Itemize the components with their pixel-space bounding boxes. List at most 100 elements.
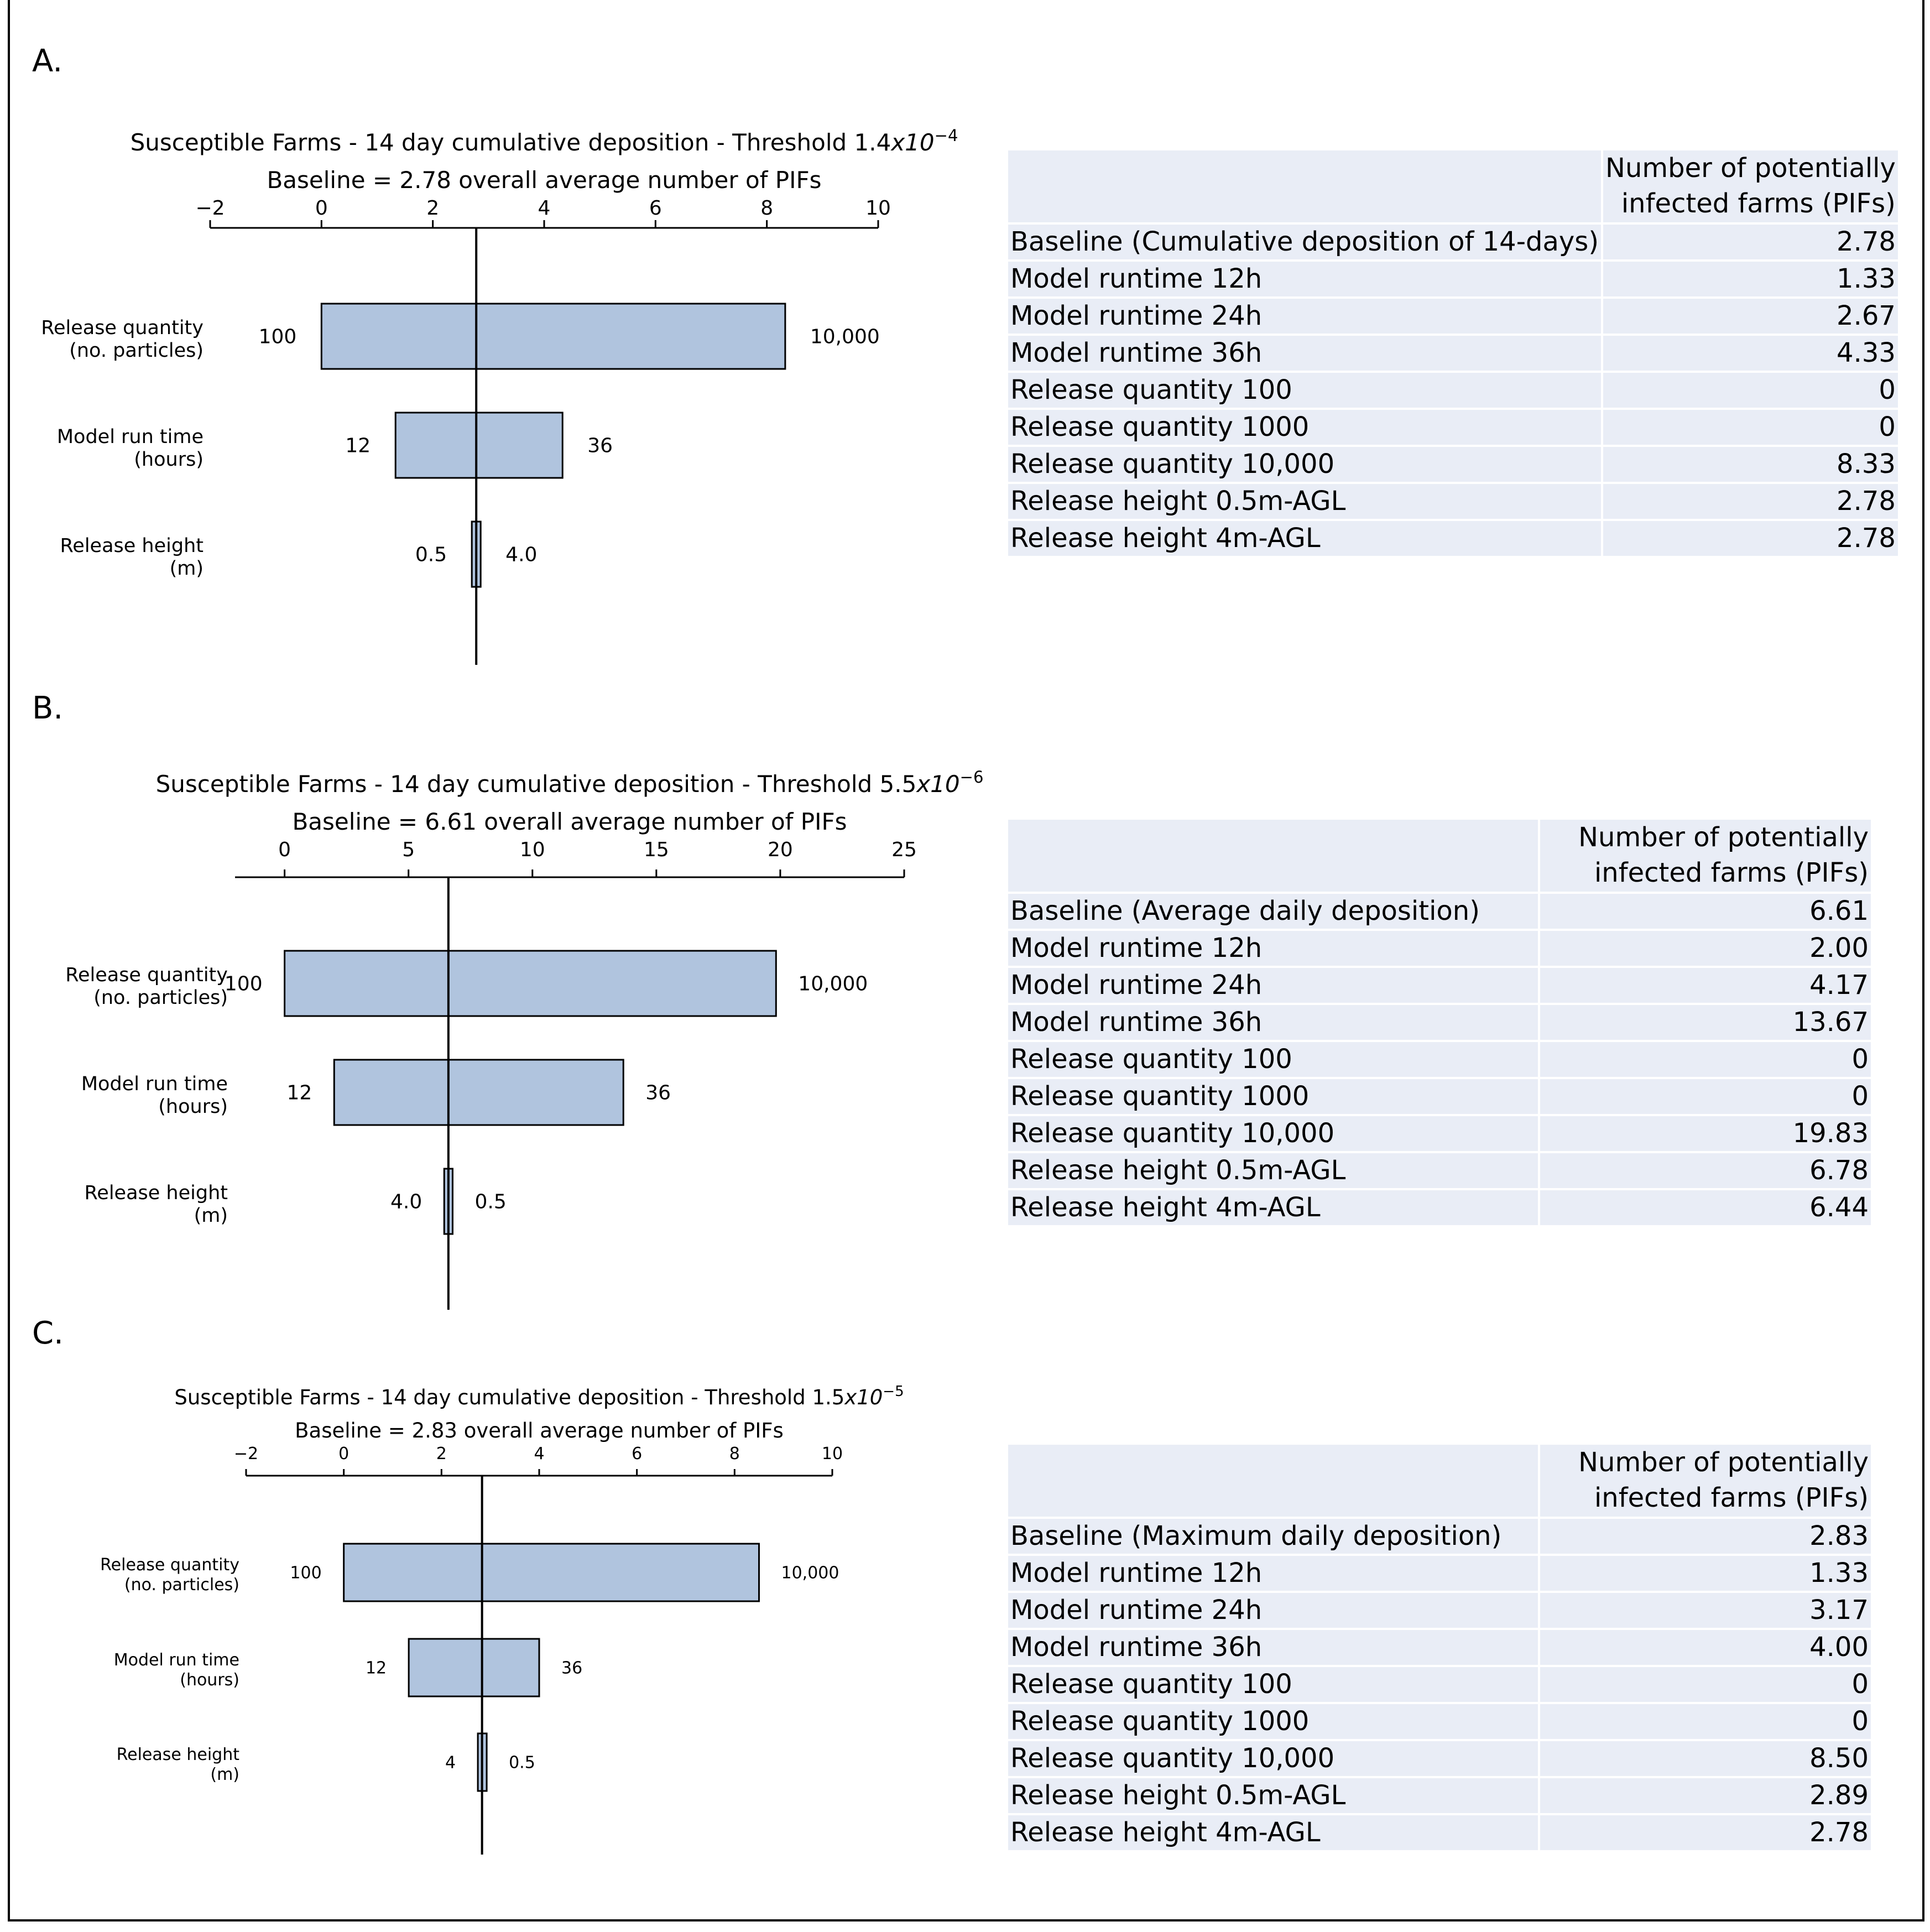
- table-header-line1: Number of potentially: [1578, 1447, 1869, 1478]
- table-row: Baseline (Average daily deposition) 6.61: [1008, 892, 1871, 929]
- bar-high-label: 36: [587, 435, 613, 457]
- chart-subtitle: Baseline = 2.78 overall average number o…: [267, 166, 821, 194]
- table-row: Model runtime 12h 1.33: [1008, 1554, 1871, 1591]
- x-tick-label: 0: [338, 1444, 349, 1464]
- row-value: 2.89: [1540, 1776, 1871, 1813]
- pif-table-c: Number of potentially infected farms (PIF…: [1008, 1443, 1871, 1850]
- category-label-line2: (hours): [134, 449, 204, 471]
- bar-low-label: 100: [225, 973, 263, 996]
- bar-low-label: 4.0: [390, 1191, 422, 1214]
- table-header-line2: infected farms (PIFs): [1594, 857, 1869, 888]
- table-row: Release height 4m-AGL 6.44: [1008, 1188, 1871, 1225]
- row-label: Release height 0.5m-AGL: [1008, 1151, 1540, 1188]
- table-header-cell: Number of potentially infected farms (PIF…: [1540, 1443, 1871, 1517]
- table-header-line1: Number of potentially: [1578, 822, 1869, 853]
- row-value: 4.33: [1603, 334, 1898, 371]
- row-value: 19.83: [1540, 1114, 1871, 1151]
- table-row: Model runtime 24h 3.17: [1008, 1591, 1871, 1628]
- tornado-chart-a-svg: Susceptible Farms - 14 day cumulative de…: [41, 126, 958, 665]
- row-label: Model runtime 12h: [1008, 929, 1540, 966]
- category-label-line1: Model run time: [114, 1650, 239, 1670]
- row-value: 0: [1540, 1077, 1871, 1114]
- tornado-chart-b-svg: Susceptible Farms - 14 day cumulative de…: [65, 768, 984, 1310]
- category-label-line2: (no. particles): [69, 340, 204, 362]
- table-header-blank: [1008, 1443, 1540, 1517]
- x-tick-label: 4: [538, 197, 551, 220]
- tornado-bar: [320, 303, 786, 370]
- row-value: 6.78: [1540, 1151, 1871, 1188]
- x-tick-label: −2: [234, 1444, 258, 1464]
- row-label: Release height 0.5m-AGL: [1008, 1776, 1540, 1813]
- table-row: Release height 4m-AGL 2.78: [1008, 1813, 1871, 1850]
- category-label-line1: Release height: [85, 1182, 228, 1204]
- row-value: 3.17: [1540, 1591, 1871, 1628]
- bar-high-label: 10,000: [781, 1564, 839, 1583]
- bar-high-label: 0.5: [509, 1753, 535, 1773]
- category-label-line2: (no. particles): [124, 1575, 239, 1595]
- row-label: Release quantity 10,000: [1008, 1739, 1540, 1776]
- table-row: Model runtime 12h 1.33: [1008, 259, 1898, 296]
- row-value: 1.33: [1603, 259, 1898, 296]
- chart-title: Susceptible Farms - 14 day cumulative de…: [156, 768, 984, 798]
- tornado-bar: [284, 950, 777, 1017]
- x-tick-label: 8: [729, 1444, 740, 1464]
- category-label-line1: Release quantity: [65, 964, 228, 986]
- table-row: Release quantity 10,000 8.50: [1008, 1739, 1871, 1776]
- row-value: 0: [1603, 408, 1898, 445]
- table-row: Model runtime 36h 4.33: [1008, 334, 1898, 371]
- bar-low-label: 4: [445, 1753, 456, 1773]
- table-row: Release height 0.5m-AGL 6.78: [1008, 1151, 1871, 1188]
- table-header-row: Number of potentially infected farms (PIF…: [1008, 148, 1898, 222]
- table-row: Release quantity 1000 0: [1008, 408, 1898, 445]
- chart-title: Susceptible Farms - 14 day cumulative de…: [131, 126, 958, 156]
- row-label: Model runtime 36h: [1008, 1003, 1540, 1040]
- row-label: Release quantity 1000: [1008, 408, 1604, 445]
- category-label-line2: (m): [170, 558, 204, 580]
- row-label: Release quantity 100: [1008, 1665, 1540, 1702]
- tornado-bar: [343, 1543, 760, 1602]
- table-header-blank: [1008, 817, 1540, 892]
- tornado-chart-b: Susceptible Farms - 14 day cumulative de…: [0, 747, 995, 1322]
- panel-letter-b: B.: [32, 690, 64, 726]
- row-label: Release height 0.5m-AGL: [1008, 482, 1604, 519]
- row-label: Release height 4m-AGL: [1008, 1188, 1540, 1225]
- row-label: Model runtime 24h: [1008, 296, 1604, 334]
- category-label-line1: Model run time: [81, 1073, 228, 1095]
- row-label: Release height 4m-AGL: [1008, 1813, 1540, 1850]
- table-header-line2: infected farms (PIFs): [1594, 1482, 1869, 1513]
- row-label: Baseline (Maximum daily deposition): [1008, 1517, 1540, 1554]
- table-header-line1: Number of potentially: [1605, 153, 1896, 184]
- row-value: 2.67: [1603, 296, 1898, 334]
- category-label-line1: Release height: [117, 1745, 240, 1764]
- bar-low-label: 12: [345, 435, 371, 457]
- row-label: Model runtime 12h: [1008, 1554, 1540, 1591]
- table-header-blank: [1008, 148, 1604, 222]
- row-value: 13.67: [1540, 1003, 1871, 1040]
- tornado-bar: [333, 1059, 624, 1126]
- x-tick-label: −2: [195, 197, 225, 220]
- row-value: 8.33: [1603, 445, 1898, 482]
- category-label-line2: (hours): [158, 1096, 228, 1118]
- table-row: Release quantity 1000 0: [1008, 1702, 1871, 1739]
- x-tick-label: 10: [865, 197, 891, 220]
- x-tick-label: 4: [534, 1444, 544, 1464]
- pif-table-b: Number of potentially infected farms (PIF…: [1008, 817, 1871, 1225]
- row-value: 6.61: [1540, 892, 1871, 929]
- bar-low-label: 100: [290, 1564, 321, 1583]
- x-tick-label: 15: [644, 839, 669, 861]
- x-tick-label: 6: [649, 197, 662, 220]
- category-label-line2: (m): [210, 1765, 239, 1784]
- category-label-line2: (m): [194, 1205, 228, 1227]
- x-tick-label: 25: [891, 839, 917, 861]
- table-header-cell: Number of potentially infected farms (PIF…: [1603, 148, 1898, 222]
- x-tick-label: 10: [520, 839, 545, 861]
- bar-low-label: 12: [366, 1659, 387, 1678]
- row-value: 4.00: [1540, 1628, 1871, 1665]
- row-value: 0: [1540, 1702, 1871, 1739]
- category-label-line1: Release quantity: [41, 317, 204, 339]
- row-value: 2.78: [1603, 222, 1898, 259]
- table-row: Release height 0.5m-AGL 2.78: [1008, 482, 1898, 519]
- row-label: Release height 4m-AGL: [1008, 519, 1604, 556]
- bar-high-label: 10,000: [798, 973, 868, 996]
- chart-subtitle: Baseline = 6.61 overall average number o…: [292, 808, 847, 835]
